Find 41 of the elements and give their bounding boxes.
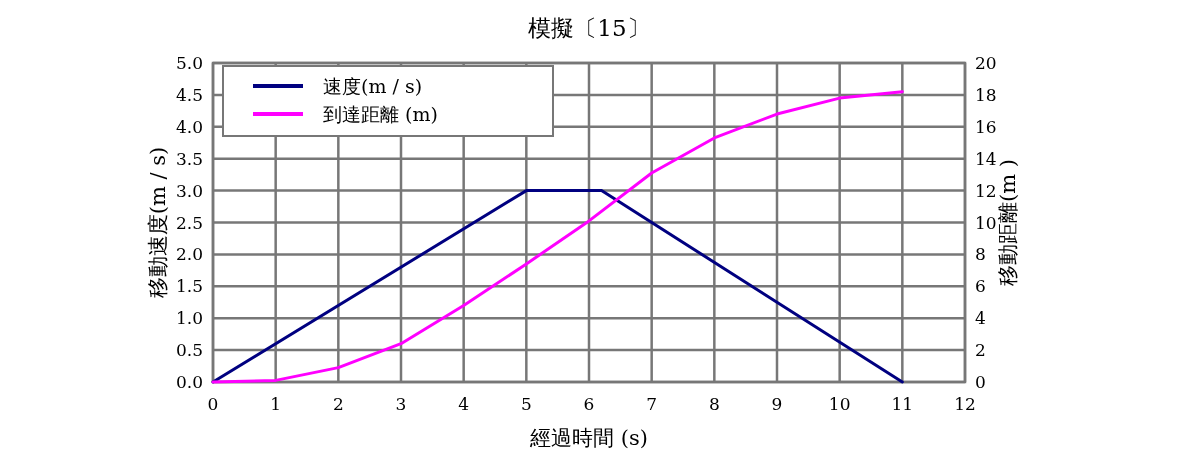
y2-tick-label: 0	[975, 372, 986, 392]
y-tick-label: 1.5	[175, 276, 203, 297]
x-tick-label: 11	[891, 394, 914, 414]
x-tick-label: 5	[520, 394, 532, 414]
x-tick-label: 6	[583, 394, 595, 414]
y-tick-label: 3.5	[175, 148, 203, 169]
y-tick-label: 0.5	[175, 340, 203, 361]
y-tick-label: 3.0	[175, 180, 203, 201]
y-tick-label: 2.5	[175, 212, 203, 233]
x-tick-label: 12	[954, 394, 976, 414]
y-tick-label: 1.0	[175, 308, 203, 329]
x-tick-label: 7	[646, 394, 658, 414]
x-tick-label: 2	[332, 394, 344, 414]
y-tick-label: 2.0	[175, 244, 203, 265]
x-tick-label: 8	[708, 394, 720, 414]
x-tick-label: 3	[395, 394, 407, 414]
x-tick-label: 10	[828, 394, 851, 414]
legend-label: 速度(m / s)	[323, 75, 423, 97]
chart-title: 模擬〔15〕	[528, 15, 650, 41]
legend-label: 到達距離 (m)	[323, 103, 438, 125]
y-tick-label: 4.5	[175, 84, 203, 105]
y2-tick-label: 18	[975, 84, 997, 105]
y2-axis-title: 移動距離(m )	[996, 159, 1020, 286]
x-tick-label: 4	[458, 394, 470, 414]
x-tick-label: 1	[270, 394, 282, 414]
y2-tick-label: 2	[975, 340, 986, 361]
y-tick-label: 0.0	[175, 372, 203, 392]
y2-tick-label: 4	[975, 308, 986, 329]
y-axis-title: 移動速度(m / s)	[146, 146, 170, 299]
y-tick-label: 4.0	[175, 116, 203, 137]
x-tick-label: 0	[207, 394, 219, 414]
y2-tick-label: 20	[975, 53, 997, 73]
y2-tick-label: 16	[975, 116, 997, 137]
y2-tick-label: 6	[975, 276, 986, 297]
y2-tick-label: 8	[975, 244, 986, 265]
y2-tick-label: 12	[975, 180, 997, 201]
x-axis-title: 經過時間 (s)	[529, 426, 648, 450]
y-tick-label: 5.0	[175, 53, 203, 73]
y2-tick-label: 14	[975, 148, 997, 169]
y2-tick-label: 10	[975, 212, 997, 233]
x-tick-label: 9	[771, 394, 783, 414]
